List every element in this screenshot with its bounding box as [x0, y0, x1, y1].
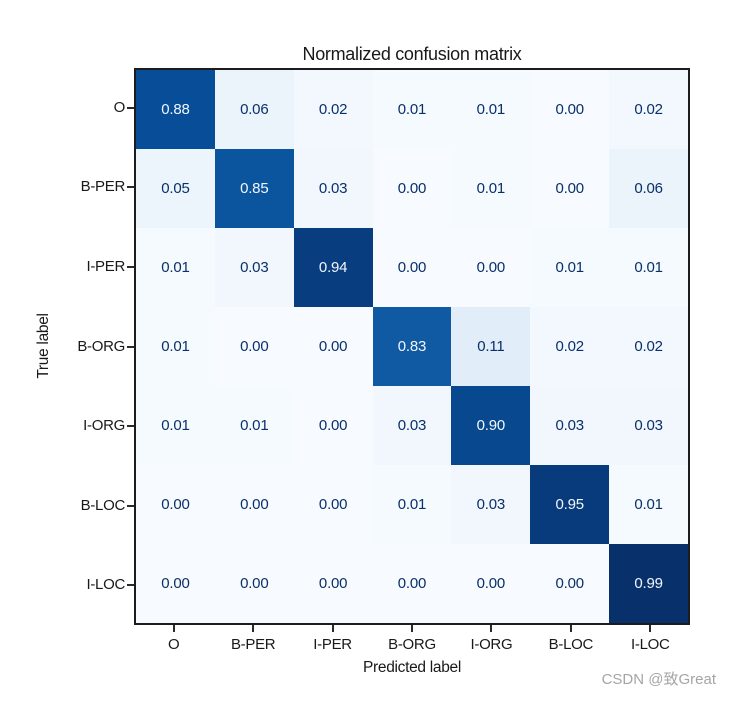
x-tick-mark: [172, 625, 175, 632]
chart-title: Normalized confusion matrix: [302, 44, 522, 64]
matrix-cell: 0.99: [609, 544, 688, 623]
y-tick-mark: [127, 265, 134, 268]
matrix-cell: 0.95: [530, 465, 610, 544]
matrix-cell: 0.00: [530, 70, 610, 149]
y-tick-label: B-LOC: [80, 496, 126, 514]
y-tick-label: I-PER: [86, 257, 125, 275]
matrix-cell: 0.00: [136, 465, 215, 544]
matrix-cell: 0.01: [372, 70, 452, 149]
x-tick-label: I-PER: [313, 636, 352, 653]
matrix-grid: 0.88 0.06 0.02 0.01 0.01 0.00 0.02 0.05 0.85 0.03…: [136, 70, 688, 623]
y-tick-label: B-PER: [80, 178, 126, 196]
watermark-text: CSDN @致Great: [601, 671, 716, 688]
matrix-cell: 0.00: [372, 149, 452, 228]
matrix-cell: 0.01: [609, 228, 688, 307]
y-tick-label: O: [113, 98, 126, 116]
matrix-cell: 0.90: [451, 386, 531, 465]
x-tick-label: I-LOC: [631, 636, 670, 653]
matrix-cell: 0.03: [372, 386, 452, 465]
matrix-cell: 0.00: [293, 544, 373, 623]
y-tick-mark: [127, 106, 134, 109]
matrix-cell: 0.06: [609, 149, 688, 228]
matrix-cell: 0.00: [293, 465, 373, 544]
matrix-cell: 0.01: [136, 386, 215, 465]
matrix-cell: 0.01: [136, 228, 215, 307]
matrix-cell: 0.01: [136, 307, 215, 386]
matrix-cell: 0.00: [530, 149, 610, 228]
x-tick-mark: [331, 625, 334, 632]
matrix-cell: 0.03: [451, 465, 531, 544]
matrix-cell: 0.00: [214, 544, 294, 623]
y-tick-label: I-ORG: [83, 417, 125, 435]
matrix-cell: 0.02: [293, 70, 373, 149]
matrix-cell: 0.00: [451, 228, 531, 307]
x-tick-label: I-ORG: [470, 636, 513, 653]
matrix-cell: 0.00: [214, 307, 294, 386]
matrix-cell: 0.01: [530, 228, 610, 307]
x-tick-label: B-LOC: [548, 636, 594, 653]
matrix-cell: 0.00: [293, 307, 373, 386]
x-tick-mark: [649, 625, 652, 632]
matrix-cell: 0.01: [214, 386, 294, 465]
y-tick-label: I-LOC: [86, 576, 125, 594]
matrix-cell: 0.00: [451, 544, 531, 623]
matrix-cell: 0.00: [372, 544, 452, 623]
matrix-cell: 0.00: [293, 386, 373, 465]
matrix-plot: 0.88 0.06 0.02 0.01 0.01 0.00 0.02 0.05 0.85 0.03…: [134, 68, 690, 625]
matrix-cell: 0.00: [136, 544, 215, 623]
y-tick-mark: [127, 504, 134, 507]
y-tick-mark: [127, 186, 134, 189]
matrix-cell: 0.03: [530, 386, 610, 465]
x-tick-label: B-ORG: [388, 636, 436, 653]
matrix-cell: 0.02: [609, 70, 688, 149]
matrix-cell: 0.05: [136, 149, 215, 228]
matrix-cell: 0.03: [293, 149, 373, 228]
matrix-cell: 0.03: [609, 386, 688, 465]
matrix-cell: 0.85: [214, 149, 294, 228]
matrix-cell: 0.11: [451, 307, 531, 386]
y-tick-mark: [127, 584, 134, 587]
matrix-cell: 0.01: [451, 70, 531, 149]
x-axis-label: Predicted label: [362, 659, 462, 676]
x-tick-mark: [252, 625, 255, 632]
matrix-cell: 0.00: [214, 465, 294, 544]
matrix-cell: 0.03: [214, 228, 294, 307]
matrix-cell: 0.02: [530, 307, 610, 386]
matrix-cell: 0.06: [214, 70, 294, 149]
matrix-cell: 0.01: [372, 465, 452, 544]
y-tick-mark: [127, 425, 134, 428]
matrix-cell: 0.94: [293, 228, 373, 307]
x-tick-label: O: [168, 636, 180, 653]
x-tick-mark: [569, 625, 572, 632]
matrix-cell: 0.00: [372, 228, 452, 307]
y-tick-label: B-ORG: [77, 337, 125, 355]
matrix-cell: 0.00: [530, 544, 610, 623]
x-tick-mark: [490, 625, 493, 632]
x-tick-mark: [411, 625, 413, 632]
x-tick-label: B-PER: [230, 636, 276, 653]
matrix-cell: 0.88: [136, 70, 215, 149]
matrix-cell: 0.02: [609, 307, 688, 386]
matrix-cell: 0.01: [609, 465, 688, 544]
y-tick-mark: [127, 345, 134, 348]
matrix-cell: 0.01: [451, 149, 531, 228]
matrix-cell: 0.83: [372, 307, 452, 386]
